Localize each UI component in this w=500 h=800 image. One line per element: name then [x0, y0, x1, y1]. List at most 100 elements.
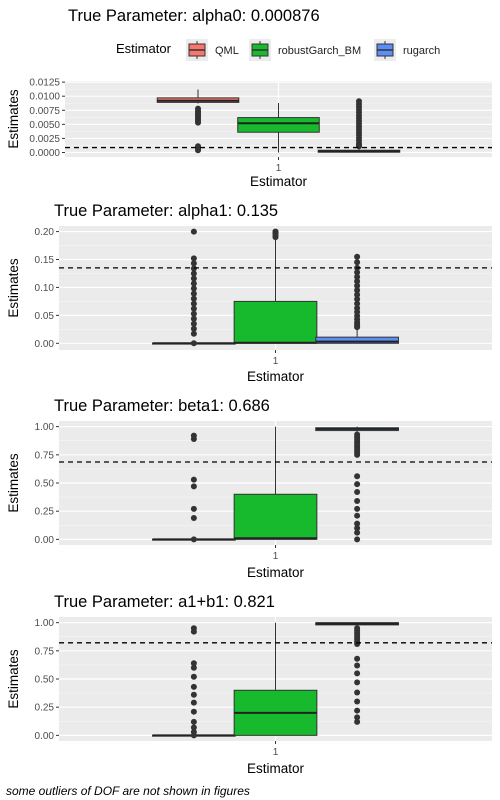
- outlier-point: [354, 689, 361, 696]
- outlier-point: [190, 514, 197, 521]
- box-robustGarch_BM: [233, 493, 318, 540]
- outlier-point: [190, 325, 197, 332]
- outlier-point: [190, 732, 197, 739]
- outlier-point: [354, 296, 361, 303]
- outlier-point: [354, 282, 361, 289]
- outlier-point: [354, 324, 361, 331]
- outlier-point: [190, 664, 197, 671]
- x-tick-label: 1: [273, 356, 279, 367]
- outlier-point: [354, 718, 361, 725]
- y-tick-label: 0.0125: [29, 78, 60, 89]
- outlier-point: [190, 340, 197, 347]
- x-axis-label: Estimator: [247, 761, 305, 776]
- legend-label-QML: QML: [215, 45, 239, 57]
- x-axis-label: Estimator: [250, 174, 308, 189]
- y-tick-label: 0.20: [35, 227, 55, 238]
- outlier-point: [190, 265, 197, 272]
- outlier-point: [190, 476, 197, 483]
- outlier-point: [354, 481, 361, 488]
- outlier-point: [190, 285, 197, 292]
- y-tick-label: 1.00: [35, 618, 55, 629]
- outlier-point: [354, 525, 361, 532]
- outlier-point: [190, 228, 197, 235]
- y-axis-label: Estimates: [6, 649, 21, 709]
- outlier-point: [190, 275, 197, 282]
- outlier-point: [354, 489, 361, 496]
- outlier-point: [272, 228, 279, 235]
- outlier-point: [354, 259, 361, 266]
- outlier-point: [190, 280, 197, 287]
- outlier-point: [354, 512, 361, 519]
- y-tick-label: 0.0000: [29, 148, 60, 159]
- x-axis-label: Estimator: [247, 565, 305, 580]
- legend-title: Estimator: [116, 41, 172, 56]
- outlier-point: [354, 536, 361, 543]
- outlier-point: [354, 269, 361, 276]
- outlier-point: [190, 683, 197, 690]
- outlier-point: [354, 505, 361, 512]
- outlier-point: [355, 143, 362, 150]
- outlier-point: [190, 718, 197, 725]
- box-robustGarch_BM: [233, 300, 318, 344]
- outlier-point: [190, 505, 197, 512]
- x-tick-label: 1: [273, 747, 279, 758]
- outlier-point: [354, 670, 361, 677]
- panel-title: True Parameter: alpha1: 0.135: [54, 202, 278, 220]
- outlier-point: [354, 451, 361, 458]
- outlier-point: [190, 260, 197, 267]
- y-tick-label: 0.0100: [29, 92, 60, 103]
- outlier-point: [190, 270, 197, 277]
- outlier-point: [354, 641, 361, 648]
- outlier-point: [190, 255, 197, 262]
- outlier-point: [190, 708, 197, 715]
- panel-title: True Parameter: alpha0: 0.000876: [68, 7, 320, 25]
- y-tick-label: 0.00: [35, 535, 55, 546]
- outlier-point: [354, 679, 361, 686]
- y-axis-label: Estimates: [6, 89, 21, 149]
- outlier-point: [190, 699, 197, 706]
- outlier-point: [354, 287, 361, 294]
- y-tick-label: 0.10: [35, 283, 55, 294]
- outlier-point: [190, 691, 197, 698]
- y-tick-label: 0.05: [35, 311, 55, 322]
- outlier-point: [190, 300, 197, 307]
- outlier-point: [190, 295, 197, 302]
- outlier-point: [190, 436, 197, 443]
- outlier-point: [354, 273, 361, 280]
- outlier-point: [354, 498, 361, 505]
- outlier-point: [354, 698, 361, 705]
- outlier-point: [190, 724, 197, 731]
- y-tick-label: 0.0050: [29, 120, 60, 131]
- x-tick-label: 1: [276, 163, 282, 174]
- outlier-point: [354, 278, 361, 285]
- outlier-point: [190, 310, 197, 317]
- y-tick-label: 0.75: [35, 646, 55, 657]
- outlier-point: [190, 305, 197, 312]
- footnote: some outliers of DOF are not shown in fi…: [6, 784, 250, 798]
- outlier-point: [190, 483, 197, 490]
- outlier-point: [190, 673, 197, 680]
- outlier-point: [195, 147, 202, 154]
- y-tick-label: 1.00: [35, 422, 55, 433]
- outlier-point: [354, 707, 361, 714]
- box-robustGarch_BM: [237, 117, 320, 133]
- y-axis-label: Estimates: [6, 258, 21, 318]
- y-tick-label: 0.25: [35, 507, 55, 518]
- outlier-point: [354, 473, 361, 480]
- outlier-point: [190, 320, 197, 327]
- outlier-point: [354, 520, 361, 527]
- y-tick-label: 0.00: [35, 339, 55, 350]
- y-tick-label: 0.0075: [29, 106, 60, 117]
- outlier-point: [195, 119, 202, 126]
- y-tick-label: 0.0025: [29, 134, 60, 145]
- outlier-point: [190, 660, 197, 667]
- panel-title: True Parameter: a1+b1: 0.821: [54, 593, 275, 611]
- outlier-point: [190, 536, 197, 543]
- y-tick-label: 0.15: [35, 255, 55, 266]
- outlier-point: [354, 529, 361, 536]
- legend-label-robustGarch_BM: robustGarch_BM: [278, 45, 361, 57]
- outlier-point: [354, 253, 361, 260]
- y-tick-label: 0.75: [35, 450, 55, 461]
